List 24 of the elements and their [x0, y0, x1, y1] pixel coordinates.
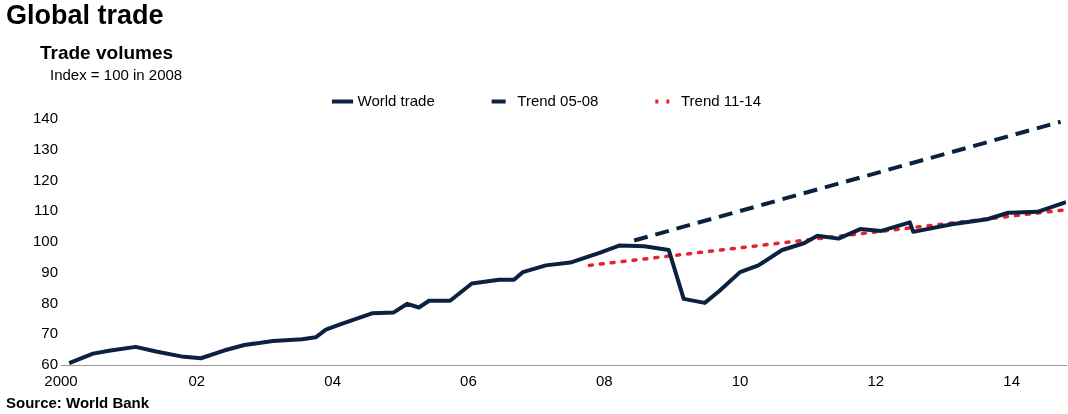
y-tick-label: 80	[41, 293, 59, 311]
legend-label: Trend 11-14	[680, 91, 761, 109]
x-tick-label: 14	[1003, 372, 1021, 390]
chart-subtitle: Trade volumes	[40, 42, 174, 64]
y-tick-label: 60	[41, 355, 59, 373]
source-note: Source: World Bank	[6, 394, 150, 411]
x-tick-label: 08	[595, 372, 613, 390]
legend-label: Trend 05-08	[517, 91, 599, 109]
legend-label: World trade	[357, 91, 435, 109]
y-tick-label: 130	[33, 139, 59, 157]
x-tick-label: 2000	[44, 372, 78, 390]
x-tick-label: 06	[460, 372, 477, 390]
y-tick-label: 140	[33, 109, 59, 127]
y-tick-label: 110	[34, 201, 59, 219]
y-tick-label: 120	[33, 170, 59, 188]
x-tick-label: 10	[731, 372, 749, 390]
y-tick-label: 70	[41, 324, 59, 342]
x-tick-label: 02	[188, 372, 206, 390]
x-tick-label: 12	[867, 372, 885, 390]
y-tick-label: 90	[41, 262, 59, 280]
x-tick-label: 04	[324, 372, 341, 390]
y-tick-label: 100	[33, 232, 59, 250]
chart-title: Global trade	[6, 0, 164, 31]
text: Index = 100 in 2008	[50, 66, 183, 83]
